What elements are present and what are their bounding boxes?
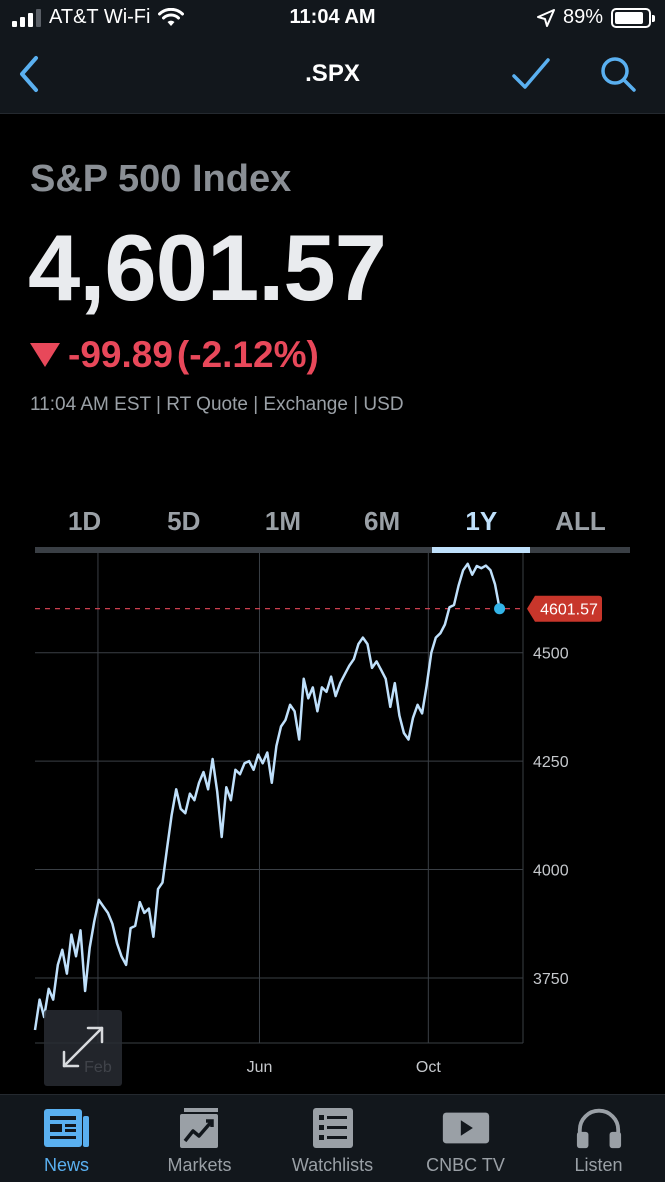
range-tab-5d[interactable]: 5D [167, 506, 201, 536]
carrier-label: AT&T Wi-Fi [49, 6, 151, 28]
status-bar: AT&T Wi-Fi 11:04 AM 89% [0, 0, 665, 38]
tab-label-markets: Markets [167, 1155, 232, 1175]
bottom-tab-bar: News Markets Watchlists [0, 1094, 665, 1182]
quote-change: -99.89 (-2.12%) [30, 334, 319, 376]
y-tick-label: 4000 [533, 863, 569, 880]
tab-label-listen: Listen [574, 1155, 623, 1175]
range-tab-1y[interactable]: 1Y [465, 506, 498, 536]
y-tick-label: 4500 [533, 646, 569, 663]
tab-markets[interactable]: Markets [133, 1095, 266, 1182]
tab-label-watchlists: Watchlists [291, 1155, 374, 1175]
tab-listen[interactable]: Listen [532, 1095, 665, 1182]
battery-percent: 89% [562, 6, 603, 28]
expand-chart-button[interactable] [44, 1010, 122, 1086]
tab-news[interactable]: News [0, 1095, 133, 1182]
change-percent: (-2.12%) [176, 334, 319, 375]
tab-label-cnbc-tv: CNBC TV [426, 1155, 505, 1175]
tv-icon [442, 1107, 490, 1149]
range-tab-1d[interactable]: 1D [67, 506, 102, 536]
headphones-icon [575, 1107, 623, 1149]
tab-cnbc-tv[interactable]: CNBC TV [399, 1095, 532, 1182]
news-icon [43, 1107, 91, 1149]
wifi-icon [158, 7, 185, 26]
range-tab-indicator [432, 547, 530, 553]
down-triangle-icon [30, 343, 60, 367]
location-icon [536, 8, 555, 27]
quote-price: 4,601.57 [28, 215, 387, 320]
quote-meta: 11:04 AM EST | RT Quote | Exchange | USD [30, 394, 404, 415]
watchlists-icon [309, 1107, 357, 1149]
search-icon[interactable] [596, 52, 640, 96]
range-tabs-track [35, 547, 630, 553]
status-left: AT&T Wi-Fi [12, 6, 185, 29]
status-right: 89% [536, 6, 655, 29]
status-time: 11:04 AM [289, 6, 376, 28]
back-chevron-icon[interactable] [12, 52, 52, 96]
last-value-badge [527, 595, 602, 622]
last-value-label: 4601.57 [540, 602, 598, 619]
cellular-signal-icon [12, 8, 41, 27]
range-tab-1m[interactable]: 1M [264, 506, 301, 536]
range-tab-all[interactable]: ALL [555, 506, 606, 536]
markets-icon [176, 1107, 224, 1149]
tab-watchlists[interactable]: Watchlists [266, 1095, 399, 1182]
price-line [33, 562, 501, 1031]
tab-label-news: News [43, 1155, 89, 1175]
x-tick-label: Oct [416, 1059, 441, 1076]
x-tick-label: Jun [247, 1059, 273, 1076]
expand-icon [62, 1026, 104, 1068]
change-value: -99.89 [68, 334, 173, 375]
range-tab-6m[interactable]: 6M [364, 506, 401, 536]
range-tabs: 1D 5D 1M 6M 1Y ALL [35, 500, 630, 552]
nav-title: .SPX [305, 60, 360, 87]
last-point-marker [494, 603, 506, 615]
nav-bar: .SPX [0, 38, 665, 114]
quote-name: S&P 500 Index [30, 158, 292, 200]
battery-icon [611, 7, 655, 28]
checkmark-icon[interactable] [508, 52, 554, 96]
y-tick-label: 3750 [533, 971, 569, 988]
y-tick-label: 4250 [533, 754, 569, 771]
